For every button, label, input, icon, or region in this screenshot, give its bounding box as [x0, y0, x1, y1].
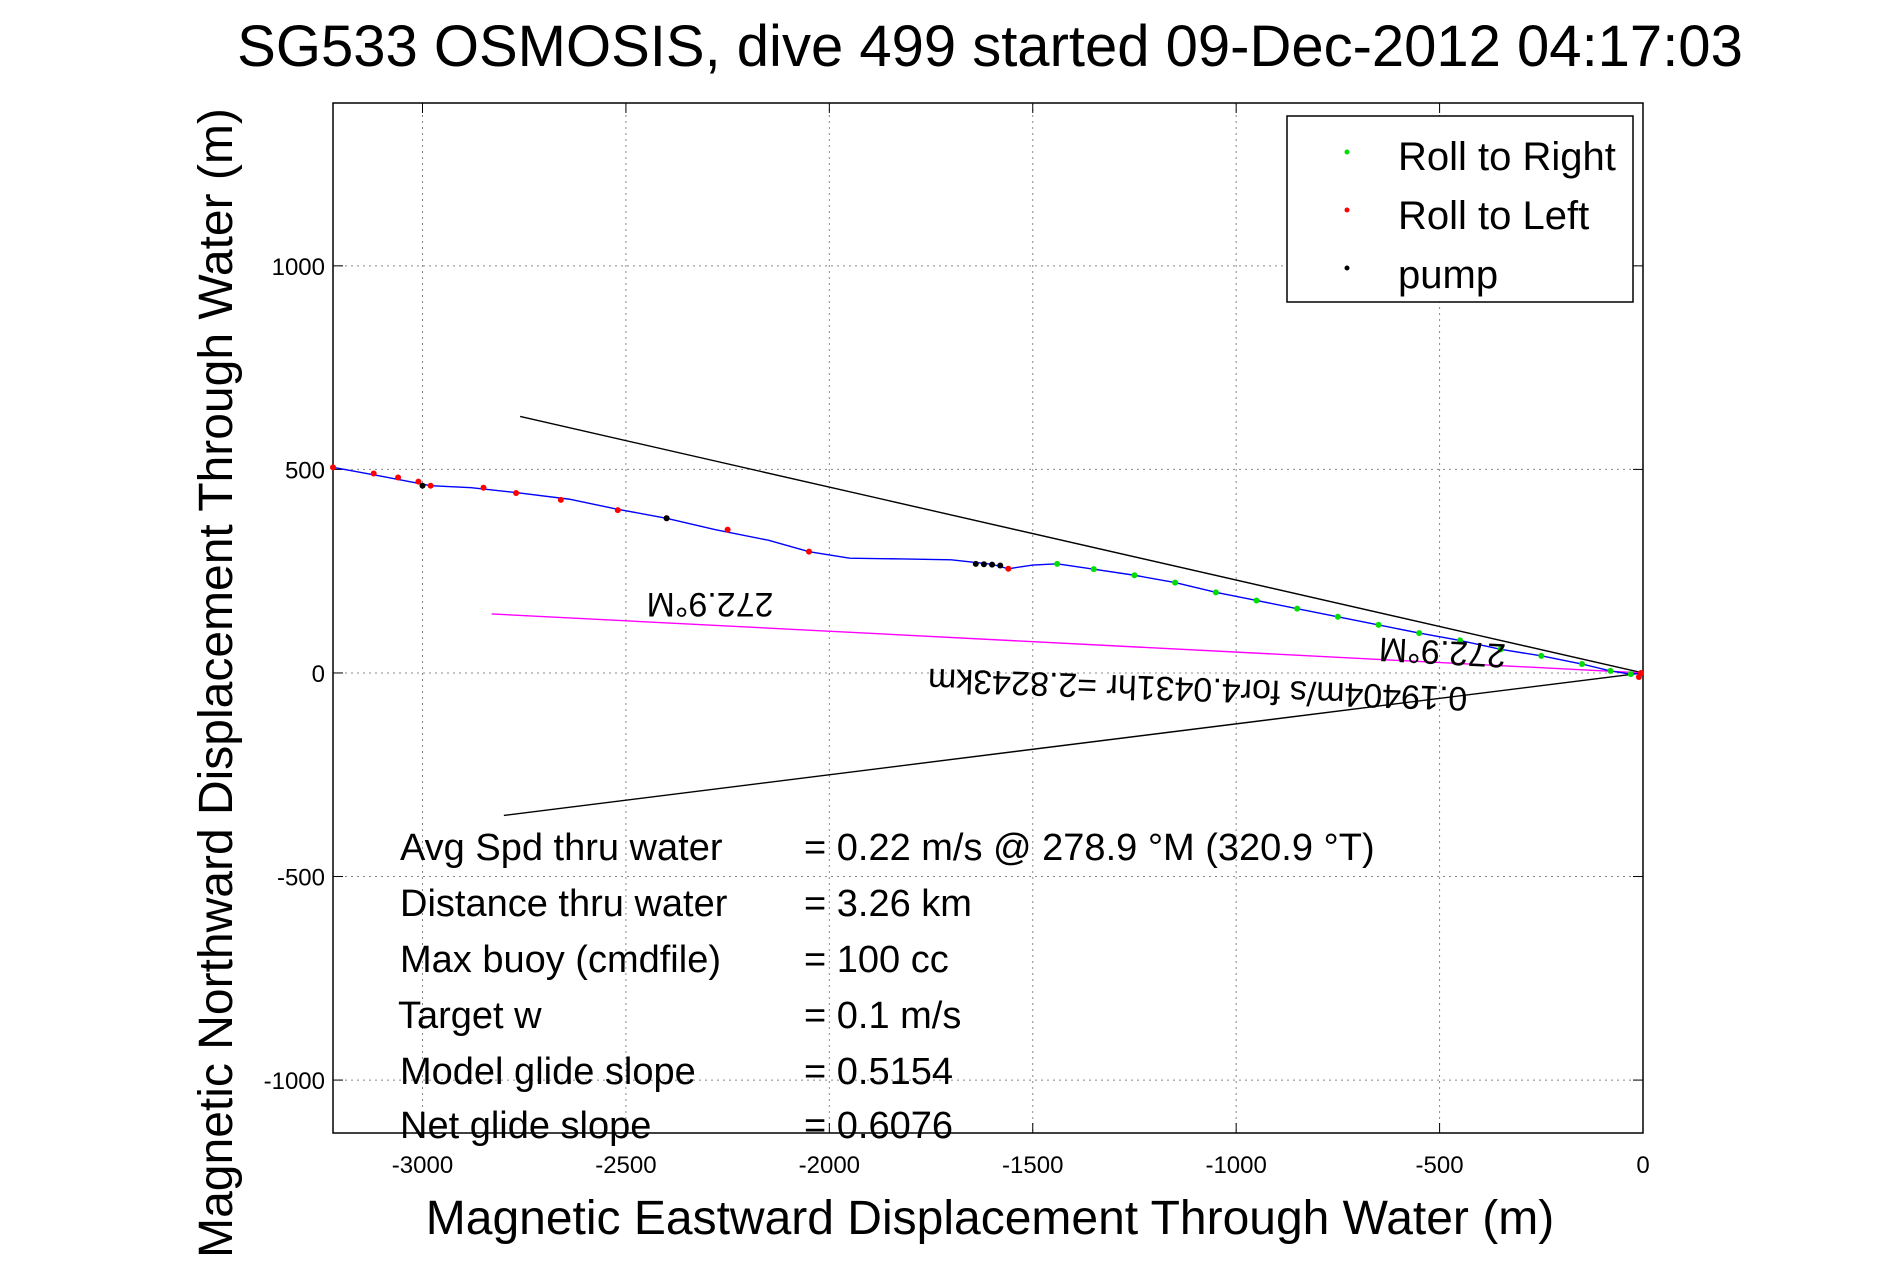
roll-to-left-point	[805, 548, 812, 555]
stat-label: Max buoy (cmdfile)	[400, 939, 721, 981]
roll-to-right-point	[1578, 661, 1585, 668]
pump-point	[997, 562, 1004, 569]
pump-point	[419, 482, 426, 489]
legend-marker-roll-right	[1344, 149, 1350, 155]
roll-to-right-point	[1627, 671, 1634, 678]
roll-to-left-point	[330, 464, 336, 471]
roll-to-left-point	[513, 490, 520, 497]
series-layer	[330, 464, 1644, 681]
x-tick-label: -2500	[595, 1152, 656, 1179]
legend: Roll to Right Roll to Left pump	[1286, 115, 1634, 303]
stat-label: Avg Spd thru water	[400, 827, 723, 869]
roll-to-left-point	[1637, 669, 1644, 676]
roll-to-left-point	[724, 526, 731, 533]
y-axis: -1000 -500 0 500 1000	[264, 254, 1643, 1095]
roll-to-left-point	[480, 484, 487, 491]
legend-marker-pump	[1344, 265, 1350, 271]
heading-label-left: 272.9°M	[646, 585, 773, 623]
pump-point	[980, 561, 987, 568]
roll-to-left-point	[395, 474, 402, 481]
legend-marker-roll-left	[1344, 207, 1350, 213]
roll-to-right-point	[1334, 613, 1341, 620]
roll-to-right-point	[1375, 621, 1382, 628]
grid	[333, 103, 1643, 1133]
x-tick-label: 0	[1636, 1152, 1649, 1179]
roll-to-left-point	[427, 482, 434, 489]
y-tick-label: 1000	[272, 254, 325, 281]
track-line	[332, 466, 1644, 675]
roll-to-right-point	[1172, 579, 1179, 586]
roll-to-right-point	[1607, 667, 1614, 674]
x-tick-label: -2000	[799, 1152, 860, 1179]
x-tick-label: -3000	[392, 1152, 453, 1179]
stat-label: Distance thru water	[400, 883, 728, 925]
roll-to-left-point	[614, 507, 621, 514]
roll-to-left-point	[370, 470, 377, 477]
roll-to-right-point	[1212, 589, 1219, 596]
heading-label-right-text: 272.9°M	[1378, 630, 1507, 675]
pump-point	[972, 560, 979, 567]
legend-box	[1286, 115, 1634, 303]
x-tick-label: -500	[1416, 1152, 1464, 1179]
stat-value: = 0.22 m/s @ 278.9 °M (320.9 °T)	[804, 827, 1375, 869]
x-axis-label: Magnetic Eastward Displacement Through W…	[426, 1192, 1554, 1245]
pump-point	[663, 515, 670, 522]
roll-to-right-point	[1131, 572, 1138, 579]
chart-title: SG533 OSMOSIS, dive 499 started 09-Dec-2…	[237, 14, 1743, 79]
roll-to-right-point	[1054, 560, 1061, 567]
reference-line-0	[519, 415, 1644, 674]
legend-label-roll-left: Roll to Left	[1398, 194, 1589, 238]
stat-label: Model glide slope	[400, 1051, 696, 1093]
heading-label-left-text: 272.9°M	[646, 585, 773, 623]
stats-block: Avg Spd thru water = 0.22 m/s @ 278.9 °M…	[398, 827, 1375, 1147]
roll-to-left-point	[415, 478, 422, 485]
roll-to-left-point	[557, 496, 564, 503]
y-tick-label: -1000	[264, 1068, 325, 1095]
stat-value: = 0.6076	[804, 1105, 953, 1147]
roll-to-right-point	[1253, 597, 1260, 604]
y-tick-label: 0	[312, 661, 325, 688]
y-tick-label: -500	[277, 865, 325, 892]
reference-line-2	[491, 613, 1644, 674]
x-tick-label: -1000	[1205, 1152, 1266, 1179]
heading-label-right: 272.9°M	[1378, 630, 1507, 675]
roll-to-left-point	[1005, 565, 1012, 572]
stat-value: = 0.5154	[804, 1051, 953, 1093]
reference-line-1	[503, 672, 1644, 817]
x-tick-label: -1500	[1002, 1152, 1063, 1179]
roll-to-right-point	[1416, 630, 1423, 637]
legend-label-roll-right: Roll to Right	[1398, 135, 1616, 179]
y-axis-label: Magnetic Northward Displacement Through …	[190, 108, 243, 1258]
stat-label: Target w	[398, 995, 542, 1037]
x-axis: -3000 -2500 -2000 -1500 -1000 -500 0	[392, 103, 1650, 1179]
legend-label-pump: pump	[1398, 253, 1498, 297]
stat-value: = 0.1 m/s	[804, 995, 961, 1037]
roll-to-right-point	[1294, 605, 1301, 612]
stat-value: = 3.26 km	[804, 883, 972, 925]
stat-label: Net glide slope	[400, 1105, 651, 1147]
roll-to-right-point	[1538, 652, 1545, 659]
reference-lines	[491, 415, 1644, 817]
roll-to-right-point	[1456, 637, 1463, 644]
y-axis-label-group: Magnetic Northward Displacement Through …	[190, 108, 243, 1258]
roll-to-right-point	[1090, 566, 1097, 573]
roll-to-right-point	[1497, 646, 1504, 653]
stat-value: = 100 cc	[804, 939, 949, 981]
pump-point	[989, 561, 996, 568]
y-tick-label: 500	[285, 457, 325, 484]
